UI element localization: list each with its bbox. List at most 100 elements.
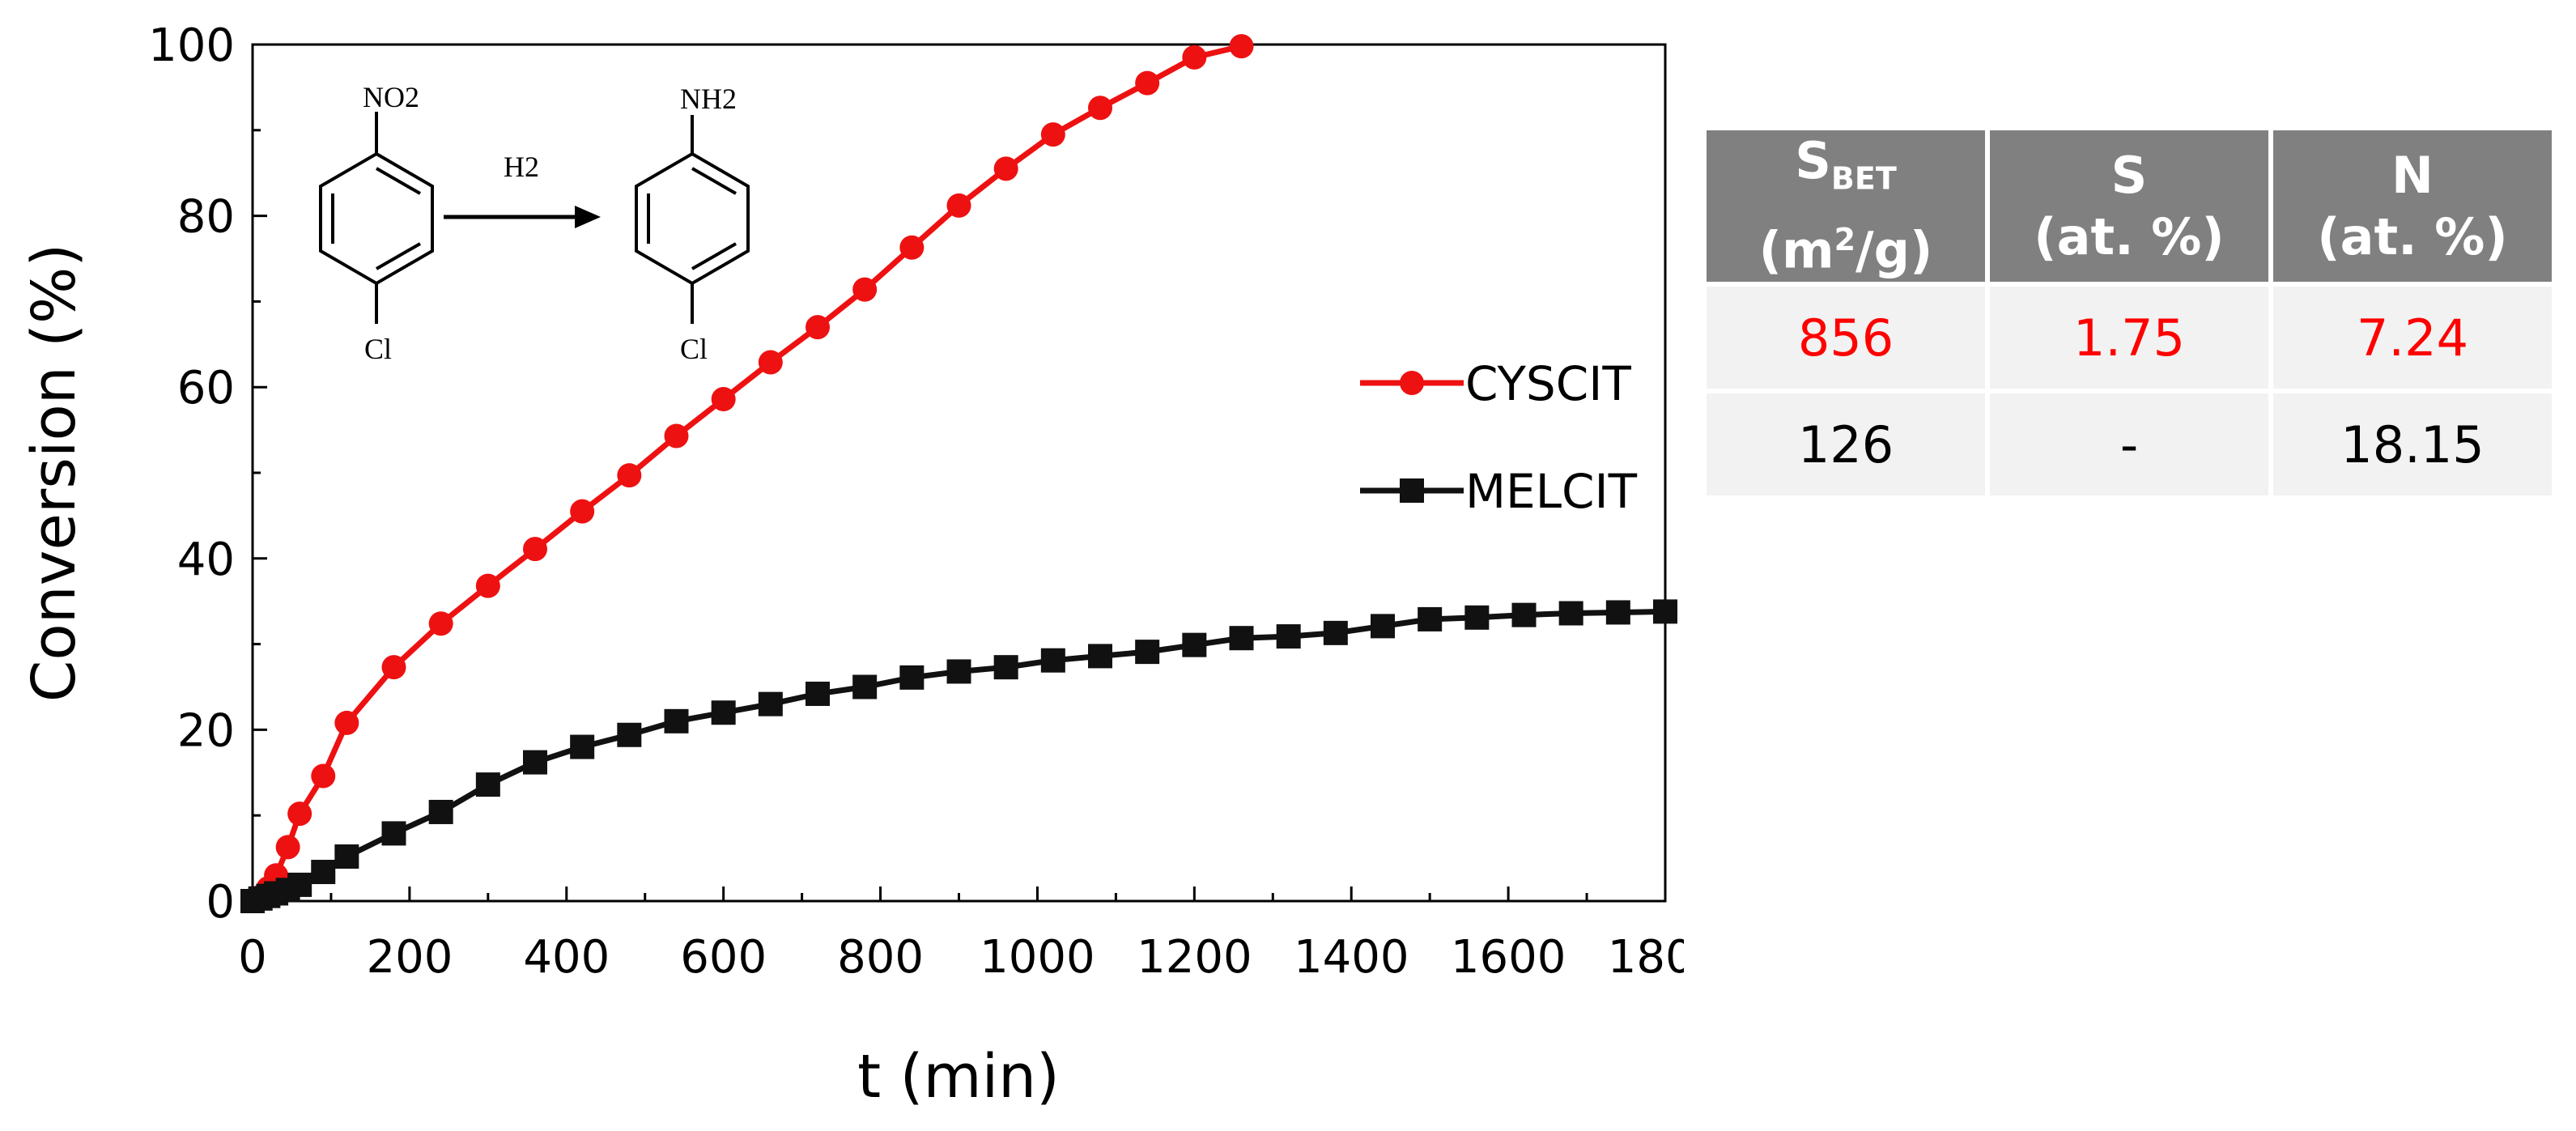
header-sbet: SBET (m2/g) (1707, 130, 1985, 283)
header-sbet-unit-pre: (m (1758, 221, 1834, 281)
cell-sbet: 126 (1707, 393, 1985, 496)
header-s-main: S (2111, 145, 2148, 205)
data-point-melcit (475, 772, 500, 797)
legend-marker-cyscit (1400, 371, 1424, 395)
data-point-cyscit (475, 573, 500, 598)
data-point-melcit (1182, 632, 1207, 657)
header-sbet-sub: BET (1830, 160, 1897, 197)
data-point-cyscit (852, 277, 878, 302)
data-point-melcit (899, 665, 925, 690)
x-tick-label: 1200 (1137, 931, 1252, 984)
data-point-cyscit (570, 499, 595, 524)
data-point-melcit (664, 708, 689, 733)
legend-entry-cyscit: CYSCIT (1360, 356, 1631, 411)
table-row-melcit: 126 - 18.15 (1707, 393, 2552, 496)
cell-n: 18.15 (2273, 393, 2552, 496)
x-tick-label: 1800 (1608, 931, 1684, 984)
data-point-melcit (1276, 624, 1301, 649)
data-point-melcit (617, 722, 642, 747)
header-n-unit: (at. %) (2317, 206, 2508, 266)
data-point-melcit (311, 860, 336, 885)
table-header-row: SBET (m2/g) S (at. %) N (at. %) (1707, 130, 2552, 283)
product-group-label: NH2 (680, 83, 737, 115)
cell-n: 7.24 (2273, 287, 2552, 389)
y-tick-label: 100 (148, 19, 235, 72)
data-point-melcit (993, 655, 1018, 680)
series-melcit (240, 599, 1677, 913)
data-point-cyscit (758, 350, 783, 375)
data-point-melcit (287, 872, 312, 897)
reaction-arrow (444, 206, 601, 228)
header-s: S (at. %) (1990, 130, 2268, 283)
reaction-scheme: NO2 Cl H2 NH2 Cl (319, 81, 750, 365)
reactant-substituent-label: Cl (364, 333, 392, 365)
legend-marker-melcit (1400, 478, 1424, 503)
header-n-main: N (2391, 145, 2434, 205)
data-point-cyscit (428, 611, 453, 636)
data-point-cyscit (1040, 122, 1065, 147)
reactant-group-label: NO2 (363, 81, 419, 113)
data-point-melcit (758, 691, 783, 716)
data-point-cyscit (993, 156, 1018, 181)
cell-s: 1.75 (1990, 287, 2268, 389)
properties-table: SBET (m2/g) S (at. %) N (at. %) 856 1.75… (1702, 125, 2557, 500)
data-point-melcit (1229, 626, 1254, 651)
plot-area (251, 43, 1667, 903)
data-point-melcit (852, 674, 878, 699)
data-point-melcit (1653, 599, 1677, 624)
y-tick-label: 0 (206, 876, 235, 929)
data-point-cyscit (1229, 34, 1254, 59)
x-tick-label: 0 (238, 931, 267, 984)
header-s-unit: (at. %) (2034, 206, 2225, 266)
data-point-cyscit (311, 763, 336, 789)
series-layer (240, 34, 1677, 913)
data-point-melcit (711, 700, 736, 725)
data-point-melcit (1464, 605, 1490, 630)
x-tick-label: 600 (680, 931, 767, 984)
data-point-melcit (1558, 601, 1583, 626)
data-point-melcit (1418, 606, 1443, 631)
x-tick-label: 800 (837, 931, 924, 984)
data-point-cyscit (381, 655, 406, 680)
data-point-cyscit (1182, 45, 1207, 70)
data-point-cyscit (275, 835, 300, 860)
table-row-cyscit: 856 1.75 7.24 (1707, 287, 2552, 389)
y-tick-label: 60 (177, 362, 235, 415)
data-point-melcit (570, 734, 595, 759)
data-point-cyscit (523, 537, 547, 562)
header-sbet-unit-sup: 2 (1834, 222, 1856, 258)
data-point-melcit (428, 799, 453, 824)
data-point-melcit (1040, 648, 1065, 673)
x-tick-label: 1600 (1451, 931, 1566, 984)
x-tick-label: 1000 (980, 931, 1095, 984)
y-tick-label: 40 (177, 534, 235, 586)
legend: CYSCIT MELCIT (1360, 356, 1638, 519)
y-tick-label: 20 (177, 704, 235, 757)
header-sbet-unit-post: /g) (1855, 221, 1933, 281)
x-axis-label: t (min) (857, 1042, 1060, 1112)
product-benzene-ring (635, 115, 750, 324)
data-point-cyscit (946, 193, 971, 218)
data-point-cyscit (1088, 96, 1112, 121)
data-point-melcit (334, 844, 359, 869)
data-point-melcit (806, 681, 830, 706)
data-point-melcit (1135, 640, 1160, 665)
data-point-melcit (523, 750, 547, 775)
data-point-cyscit (664, 423, 689, 449)
x-tick-label: 1400 (1294, 931, 1409, 984)
data-point-melcit (1371, 614, 1395, 639)
data-point-cyscit (334, 710, 359, 735)
cell-sbet: 856 (1707, 287, 1985, 389)
data-point-melcit (1511, 602, 1537, 627)
data-point-melcit (1088, 644, 1112, 669)
legend-label-melcit: MELCIT (1465, 464, 1638, 519)
data-point-cyscit (806, 315, 830, 340)
product-substituent-label: Cl (680, 333, 708, 365)
legend-label-cyscit: CYSCIT (1465, 356, 1631, 411)
x-tick-label: 400 (523, 931, 610, 984)
data-point-melcit (946, 659, 971, 684)
data-point-melcit (381, 821, 406, 846)
y-tick-label: 80 (177, 191, 235, 244)
